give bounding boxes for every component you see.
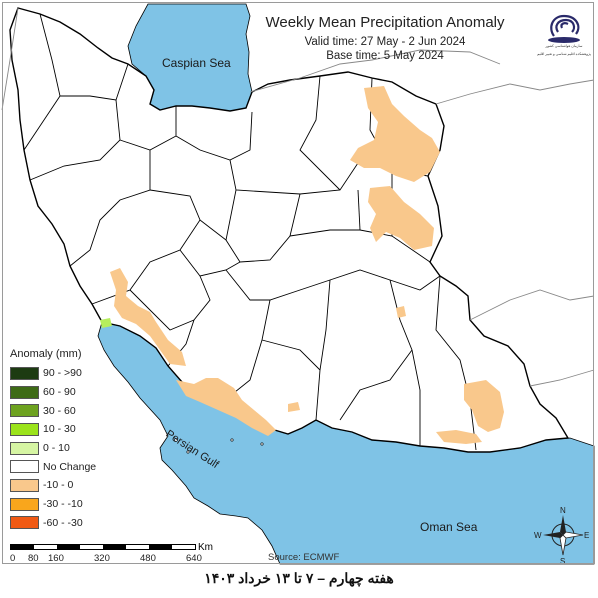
legend-swatch bbox=[10, 497, 39, 511]
legend-swatch bbox=[10, 404, 39, 418]
anomaly-region-southeast bbox=[464, 380, 504, 432]
legend-label: -10 - 0 bbox=[43, 479, 74, 492]
legend-label: No Change bbox=[43, 460, 97, 473]
anomaly-region-wet bbox=[100, 318, 112, 328]
legend-item: 0 - 10 bbox=[10, 439, 106, 458]
anomaly-region-northeast-1 bbox=[350, 86, 440, 182]
legend-label: 90 - >90 bbox=[43, 367, 82, 380]
legend-swatch bbox=[10, 441, 39, 455]
data-source: Source: ECMWF bbox=[268, 552, 340, 563]
scale-unit: Km bbox=[198, 542, 213, 553]
legend-label: -60 - -30 bbox=[43, 516, 83, 529]
legend-swatch bbox=[10, 478, 39, 492]
gulf-islands bbox=[174, 438, 264, 454]
compass-w: W bbox=[534, 531, 542, 540]
legend-label: -30 - -10 bbox=[43, 498, 83, 511]
anomaly-region-southwest-1 bbox=[110, 268, 186, 366]
anomaly-region-east-patch bbox=[396, 306, 406, 318]
legend-swatch bbox=[10, 385, 39, 399]
legend-item: 30 - 60 bbox=[10, 401, 106, 420]
legend-swatch bbox=[10, 366, 39, 380]
logo-text-line1: سازمان هواشناسی کشور bbox=[545, 44, 583, 48]
legend-title: Anomaly (mm) bbox=[10, 348, 82, 360]
legend-item: -30 - -10 bbox=[10, 495, 106, 514]
anomaly-region-northeast-2 bbox=[368, 186, 434, 250]
legend-label: 0 - 10 bbox=[43, 442, 70, 455]
anomaly-dry-regions bbox=[110, 86, 504, 444]
neighbour-borders bbox=[1, 7, 595, 387]
legend-items: 90 - >90 60 - 90 30 - 60 10 - 30 0 - 10 No Ch… bbox=[10, 364, 106, 532]
scale-tick: 640 bbox=[186, 553, 202, 564]
legend-item: 60 - 90 bbox=[10, 383, 106, 402]
legend-item: -10 - 0 bbox=[10, 476, 106, 495]
legend-swatch bbox=[10, 516, 39, 530]
anomaly-region-gulf-coast bbox=[176, 378, 276, 436]
caspian-sea-label: Caspian Sea bbox=[162, 56, 231, 70]
footer-persian-caption: هفته چهارم – ۷ تا ۱۳ خرداد ۱۴۰۳ bbox=[204, 570, 394, 586]
province-borders bbox=[23, 13, 477, 451]
compass-rose: N S E W bbox=[534, 506, 589, 566]
scale-tick: 320 bbox=[94, 553, 110, 564]
legend-swatch bbox=[10, 422, 39, 436]
compass-s: S bbox=[560, 557, 565, 566]
scale-tick: 480 bbox=[140, 553, 156, 564]
legend-item: 90 - >90 bbox=[10, 364, 106, 383]
compass-e: E bbox=[584, 531, 589, 540]
anomaly-region-coast-patch bbox=[288, 402, 300, 412]
organization-logo bbox=[548, 14, 580, 43]
scale-tick: 80 bbox=[28, 553, 39, 564]
legend-swatch bbox=[10, 460, 39, 474]
scale-tick: 160 bbox=[48, 553, 64, 564]
logo-text-line2: پژوهشکده اقلیم شناسی و تغییر اقلیم bbox=[537, 52, 591, 56]
map-title: Weekly Mean Precipitation Anomaly bbox=[265, 14, 505, 31]
oman-sea-label: Oman Sea bbox=[420, 520, 478, 534]
legend-label: 60 - 90 bbox=[43, 386, 76, 399]
compass-n: N bbox=[560, 506, 566, 515]
legend-label: 30 - 60 bbox=[43, 404, 76, 417]
scale-tick: 0 bbox=[10, 553, 16, 564]
scale-bar bbox=[10, 544, 196, 550]
valid-time: Valid time: 27 May - 2 Jun 2024 bbox=[304, 36, 466, 48]
legend-item: No Change bbox=[10, 457, 106, 476]
legend-label: 10 - 30 bbox=[43, 423, 76, 436]
legend-item: -60 - -30 bbox=[10, 514, 106, 533]
legend: Anomaly (mm) 90 - >90 60 - 90 30 - 60 10 - … bbox=[10, 348, 106, 532]
base-time: Base time: 5 May 2024 bbox=[326, 50, 444, 62]
anomaly-region-south-strip bbox=[436, 430, 482, 444]
iran-outline bbox=[9, 7, 570, 453]
legend-item: 10 - 30 bbox=[10, 420, 106, 439]
